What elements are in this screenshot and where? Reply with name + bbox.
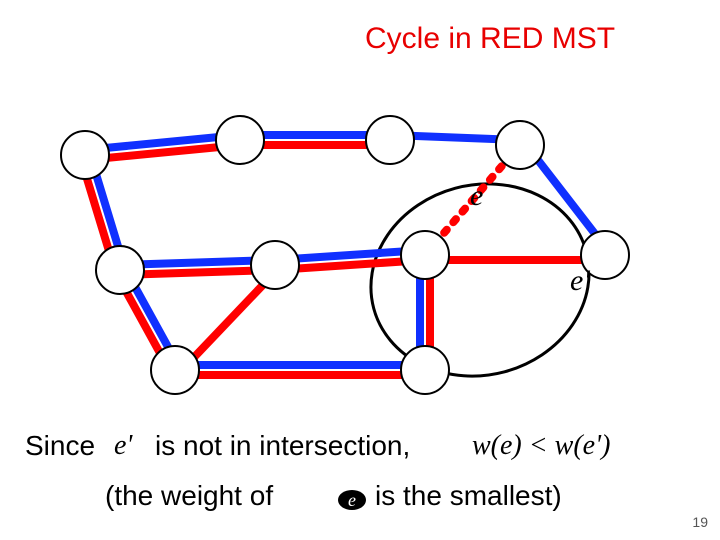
is-smallest: is the smallest)	[375, 480, 562, 512]
graph-node	[401, 231, 449, 279]
edge-label: e	[470, 179, 483, 212]
e-glyph-label: e	[348, 490, 356, 510]
graph-node	[96, 246, 144, 294]
graph-node	[216, 116, 264, 164]
e-prime-1: e'	[114, 430, 132, 462]
graph-node	[151, 346, 199, 394]
since-text: Since	[25, 430, 95, 462]
graph-node	[61, 131, 109, 179]
inequality: w(e) < w(e')	[472, 430, 610, 462]
graph-node	[366, 116, 414, 164]
graph-node	[496, 121, 544, 169]
graph-node	[401, 346, 449, 394]
weight-of: (the weight of	[105, 480, 273, 512]
edge-label: e'	[570, 264, 590, 297]
graph-node	[251, 241, 299, 289]
not-in-intersection: is not in intersection,	[155, 430, 410, 462]
title: Cycle in RED MST	[365, 22, 615, 56]
slide-number: 19	[692, 514, 708, 530]
